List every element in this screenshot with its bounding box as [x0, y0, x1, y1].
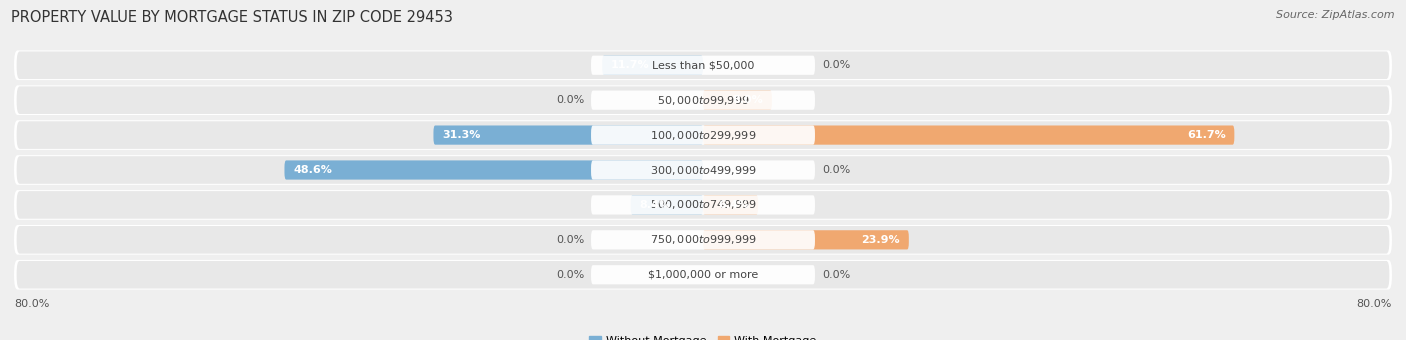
FancyBboxPatch shape	[17, 226, 1389, 254]
FancyBboxPatch shape	[703, 195, 758, 215]
Text: 6.4%: 6.4%	[718, 200, 749, 210]
Text: 11.7%: 11.7%	[610, 60, 650, 70]
FancyBboxPatch shape	[14, 85, 1392, 115]
Text: 31.3%: 31.3%	[441, 130, 481, 140]
Text: 0.0%: 0.0%	[555, 95, 583, 105]
FancyBboxPatch shape	[433, 125, 703, 145]
Text: 61.7%: 61.7%	[1187, 130, 1226, 140]
FancyBboxPatch shape	[17, 261, 1389, 289]
FancyBboxPatch shape	[17, 51, 1389, 79]
Text: 8.0%: 8.0%	[733, 95, 763, 105]
FancyBboxPatch shape	[631, 195, 703, 215]
Legend: Without Mortgage, With Mortgage: Without Mortgage, With Mortgage	[585, 331, 821, 340]
FancyBboxPatch shape	[602, 56, 703, 75]
Text: $50,000 to $99,999: $50,000 to $99,999	[657, 94, 749, 107]
FancyBboxPatch shape	[703, 230, 908, 250]
Text: 0.0%: 0.0%	[555, 270, 583, 280]
Text: $300,000 to $499,999: $300,000 to $499,999	[650, 164, 756, 176]
Text: $750,000 to $999,999: $750,000 to $999,999	[650, 233, 756, 246]
Text: 0.0%: 0.0%	[823, 270, 851, 280]
FancyBboxPatch shape	[591, 125, 815, 145]
FancyBboxPatch shape	[17, 191, 1389, 219]
FancyBboxPatch shape	[14, 120, 1392, 150]
Text: 23.9%: 23.9%	[862, 235, 900, 245]
FancyBboxPatch shape	[703, 125, 1234, 145]
FancyBboxPatch shape	[17, 121, 1389, 149]
Text: 48.6%: 48.6%	[292, 165, 332, 175]
FancyBboxPatch shape	[591, 90, 815, 110]
FancyBboxPatch shape	[284, 160, 703, 180]
FancyBboxPatch shape	[14, 260, 1392, 290]
Text: 80.0%: 80.0%	[14, 299, 49, 309]
FancyBboxPatch shape	[14, 155, 1392, 185]
FancyBboxPatch shape	[591, 265, 815, 284]
Text: PROPERTY VALUE BY MORTGAGE STATUS IN ZIP CODE 29453: PROPERTY VALUE BY MORTGAGE STATUS IN ZIP…	[11, 10, 453, 25]
Text: $500,000 to $749,999: $500,000 to $749,999	[650, 199, 756, 211]
Text: 0.0%: 0.0%	[823, 165, 851, 175]
Text: $100,000 to $299,999: $100,000 to $299,999	[650, 129, 756, 141]
Text: Source: ZipAtlas.com: Source: ZipAtlas.com	[1277, 10, 1395, 20]
FancyBboxPatch shape	[591, 56, 815, 75]
FancyBboxPatch shape	[14, 190, 1392, 220]
Text: 0.0%: 0.0%	[555, 235, 583, 245]
FancyBboxPatch shape	[591, 230, 815, 250]
FancyBboxPatch shape	[17, 86, 1389, 114]
FancyBboxPatch shape	[14, 225, 1392, 255]
Text: 0.0%: 0.0%	[823, 60, 851, 70]
FancyBboxPatch shape	[591, 195, 815, 215]
Text: 8.4%: 8.4%	[640, 200, 671, 210]
Text: $1,000,000 or more: $1,000,000 or more	[648, 270, 758, 280]
FancyBboxPatch shape	[703, 90, 772, 110]
FancyBboxPatch shape	[17, 156, 1389, 184]
FancyBboxPatch shape	[591, 160, 815, 180]
FancyBboxPatch shape	[14, 50, 1392, 80]
Text: Less than $50,000: Less than $50,000	[652, 60, 754, 70]
Text: 80.0%: 80.0%	[1357, 299, 1392, 309]
